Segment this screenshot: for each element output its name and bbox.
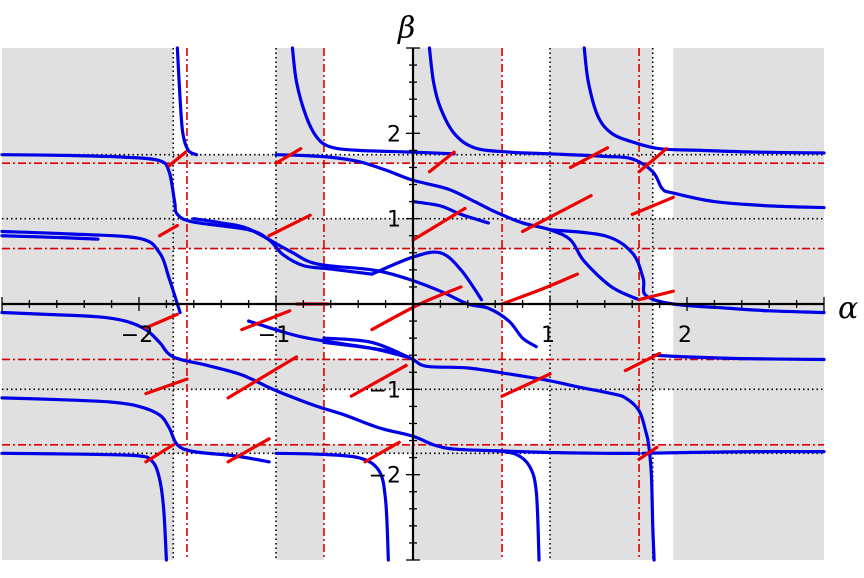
blue-curve-16 — [247, 319, 408, 359]
red-segment-3 — [267, 213, 312, 238]
blue-curve-10 — [0, 310, 641, 455]
y-tick-label-1: 1 — [387, 208, 401, 233]
red-segment-12 — [630, 195, 675, 216]
blue-curve-8 — [582, 46, 826, 155]
red-segment-9 — [521, 194, 593, 234]
red-segment-22 — [226, 437, 271, 464]
blue-curve-12 — [0, 396, 271, 464]
blue-curve-6 — [192, 217, 538, 349]
blue-curve-3 — [0, 234, 100, 241]
red-segment-6 — [411, 206, 467, 242]
red-segments — [144, 146, 675, 464]
blue-curve-19 — [652, 353, 826, 362]
blue-curve-4 — [290, 46, 456, 156]
red-segment-21 — [144, 443, 175, 464]
x-tick-label-1: −1 — [258, 323, 290, 348]
blue-curve-7 — [427, 46, 826, 210]
red-segment-24 — [637, 445, 659, 461]
blue-curve-18 — [493, 449, 541, 562]
red-segment-19 — [500, 372, 552, 398]
blue-curve-20 — [641, 449, 826, 455]
red-segment-11 — [637, 147, 669, 174]
red-segment-16 — [144, 377, 189, 396]
x-axis-title: α — [838, 291, 858, 326]
red-segment-14 — [144, 312, 179, 330]
red-segment-18 — [349, 363, 408, 398]
x-tick-label-3: 2 — [678, 323, 692, 348]
x-tick-label-2: 1 — [541, 323, 555, 348]
blue-curves — [0, 46, 826, 562]
red-segment-17 — [226, 355, 299, 400]
red-segment-2 — [274, 147, 303, 165]
blue-curve-0 — [175, 46, 199, 157]
red-segment-20 — [623, 351, 662, 373]
blue-curve-9 — [548, 228, 826, 315]
red-segment-0 — [167, 150, 188, 168]
red-segment-1 — [157, 223, 179, 238]
y-axis-title: β — [397, 11, 415, 46]
blue-curve-13 — [0, 451, 168, 562]
y-tick-label-3: −2 — [369, 464, 401, 489]
red-segment-23 — [363, 440, 401, 464]
y-tick-label-2: −1 — [369, 378, 401, 403]
blue-curve-21 — [411, 200, 490, 225]
red-segment-10 — [568, 146, 610, 170]
blue-curve-1 — [0, 153, 374, 276]
y-tick-label-0: 2 — [387, 122, 401, 147]
blue-curve-15 — [370, 250, 484, 302]
blue-curve-17 — [274, 451, 390, 562]
axes: −2 −1 1 2 2 1 −1 −2 — [1, 47, 825, 561]
red-segment-13 — [637, 289, 675, 302]
red-segment-8 — [500, 272, 579, 306]
red-segment-15 — [240, 309, 292, 332]
blue-curve-5 — [274, 153, 641, 302]
red-segment-5 — [427, 150, 456, 174]
x-tick-label-0: −2 — [121, 323, 153, 348]
